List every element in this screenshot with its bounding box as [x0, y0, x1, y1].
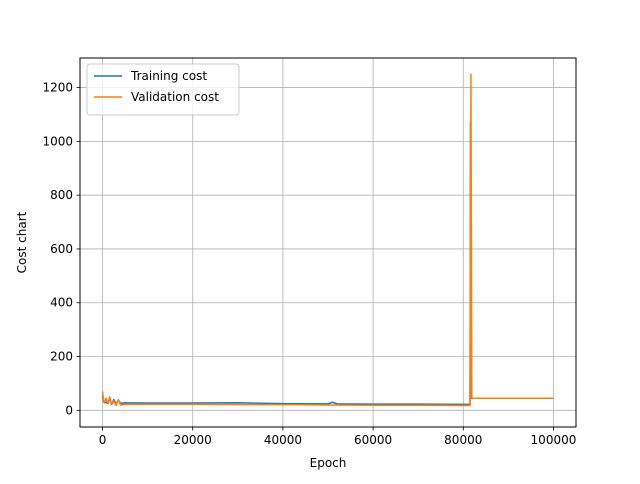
- x-tick-label: 40000: [264, 433, 302, 447]
- x-tick-label: 100000: [531, 433, 577, 447]
- legend-label: Validation cost: [131, 90, 219, 104]
- y-tick-label: 200: [50, 350, 73, 364]
- x-tick-label: 20000: [174, 433, 212, 447]
- legend-box: [86, 63, 240, 116]
- series-line-training-cost: [101, 121, 554, 406]
- y-tick-label: 400: [50, 296, 73, 310]
- plot-frame: [79, 57, 577, 428]
- x-tick-label: 80000: [444, 433, 482, 447]
- y-tick-label: 600: [50, 242, 73, 256]
- y-tick-label: 1200: [42, 81, 73, 95]
- legend: Training cost Validation cost: [86, 63, 240, 116]
- y-tick-label: 1000: [42, 134, 73, 148]
- series-line-validation-cost: [101, 73, 554, 407]
- x-tick-label: 60000: [354, 433, 392, 447]
- y-tick-label: 800: [50, 188, 73, 202]
- series-lines: [101, 73, 554, 407]
- y-axis-label: Cost chart: [15, 211, 29, 273]
- x-tick-label: 0: [99, 433, 107, 447]
- y-axis-ticks: 0 200 400 600 800 1000 1200: [42, 81, 80, 417]
- x-axis-label: Epoch: [310, 456, 347, 470]
- y-tick-label: 0: [65, 403, 73, 417]
- x-axis-ticks: 0 20000 40000 60000 80000 100000: [99, 427, 577, 447]
- grid-lines: [80, 58, 576, 427]
- legend-label: Training cost: [130, 69, 207, 83]
